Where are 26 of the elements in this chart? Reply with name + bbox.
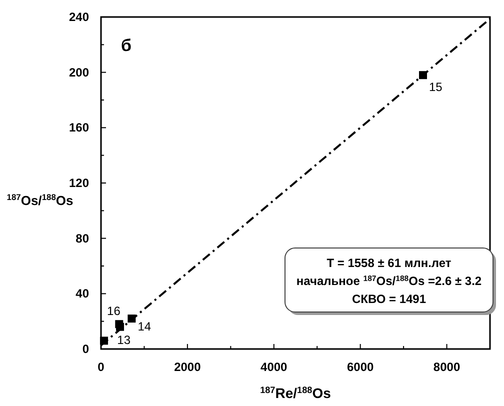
y-tick-label: 0 [82,342,90,356]
y-tick-label: 40 [76,286,90,301]
y-tick-label: 80 [76,231,90,246]
annotation: 14 [138,320,152,334]
y-tick-label: 160 [68,120,90,135]
y-tick-label: 240 [68,10,90,24]
point [116,322,124,331]
annotation: 16 [107,304,121,318]
y-axis-title: $^{187}$Os/$^{188}$Os [6,192,74,208]
x-tick-label: 4000 [260,360,288,374]
y-tick-label: 120 [68,176,90,190]
x-axis-title: $^{187}$Re/$^{188}$Os [260,385,332,401]
point [128,314,136,323]
annotation: СКВО = 1491 [352,292,426,306]
x-tick-label: 8000 [433,360,460,374]
x-tick-label: 0 [98,360,105,374]
x-tick-label: 2000 [174,360,202,374]
annotation: T = 1558 ± 61 млн.лет [326,256,452,270]
annotation: 13 [117,333,131,348]
x-tick-label: 6000 [346,360,374,374]
y-tick-label: 200 [68,65,90,80]
point [419,71,428,80]
annotation: б [121,36,132,55]
point [100,336,108,345]
annotation: начальное $^{187}$Os/$^{188}$Os =2.6 ± 3.2 [296,274,482,288]
annotation: 15 [429,80,443,94]
